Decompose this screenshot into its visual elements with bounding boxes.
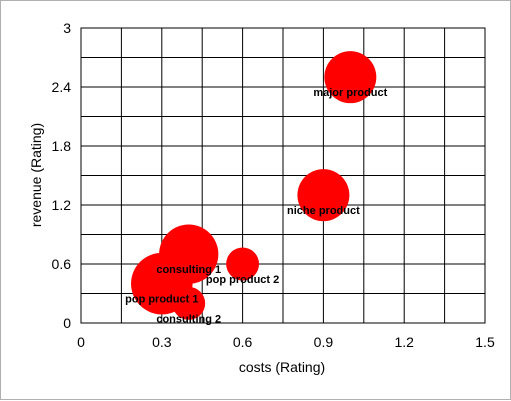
bubbles (131, 51, 377, 320)
x-axis-title: costs (Rating) (239, 359, 325, 375)
bubble-label: niche product (287, 205, 360, 217)
y-tick-label: 0 (63, 315, 71, 331)
y-tick-label: 0.6 (52, 256, 72, 272)
y-tick-label: 1.8 (52, 138, 72, 154)
grid (80, 27, 486, 324)
tick-labels: 0 0.3 0.6 0.9 1.2 1.5 0 0.6 1.2 1.8 2.4 3 (52, 20, 495, 350)
x-tick-label: 1.2 (394, 334, 414, 350)
plot-border (80, 27, 486, 324)
x-tick-label: 0.9 (314, 334, 334, 350)
bubble-label: consulting 2 (156, 313, 221, 325)
bubble-label: consulting 1 (156, 264, 221, 276)
y-axis-title: revenue (Rating) (28, 123, 44, 227)
y-tick-label: 3 (63, 20, 71, 36)
y-tick-label: 2.4 (52, 79, 72, 95)
y-tick-label: 1.2 (52, 197, 72, 213)
x-tick-label: 0.6 (233, 334, 253, 350)
x-tick-label: 0 (77, 334, 85, 350)
bubble (324, 51, 377, 104)
bubble (226, 247, 260, 281)
x-tick-label: 1.5 (475, 334, 495, 350)
bubble (297, 169, 350, 222)
bubble-label: major product (313, 87, 387, 99)
x-tick-label: 0.3 (152, 334, 172, 350)
bubble-label: pop product 1 (125, 294, 198, 306)
bubble (172, 286, 206, 320)
bubble-label: pop product 2 (206, 274, 279, 286)
